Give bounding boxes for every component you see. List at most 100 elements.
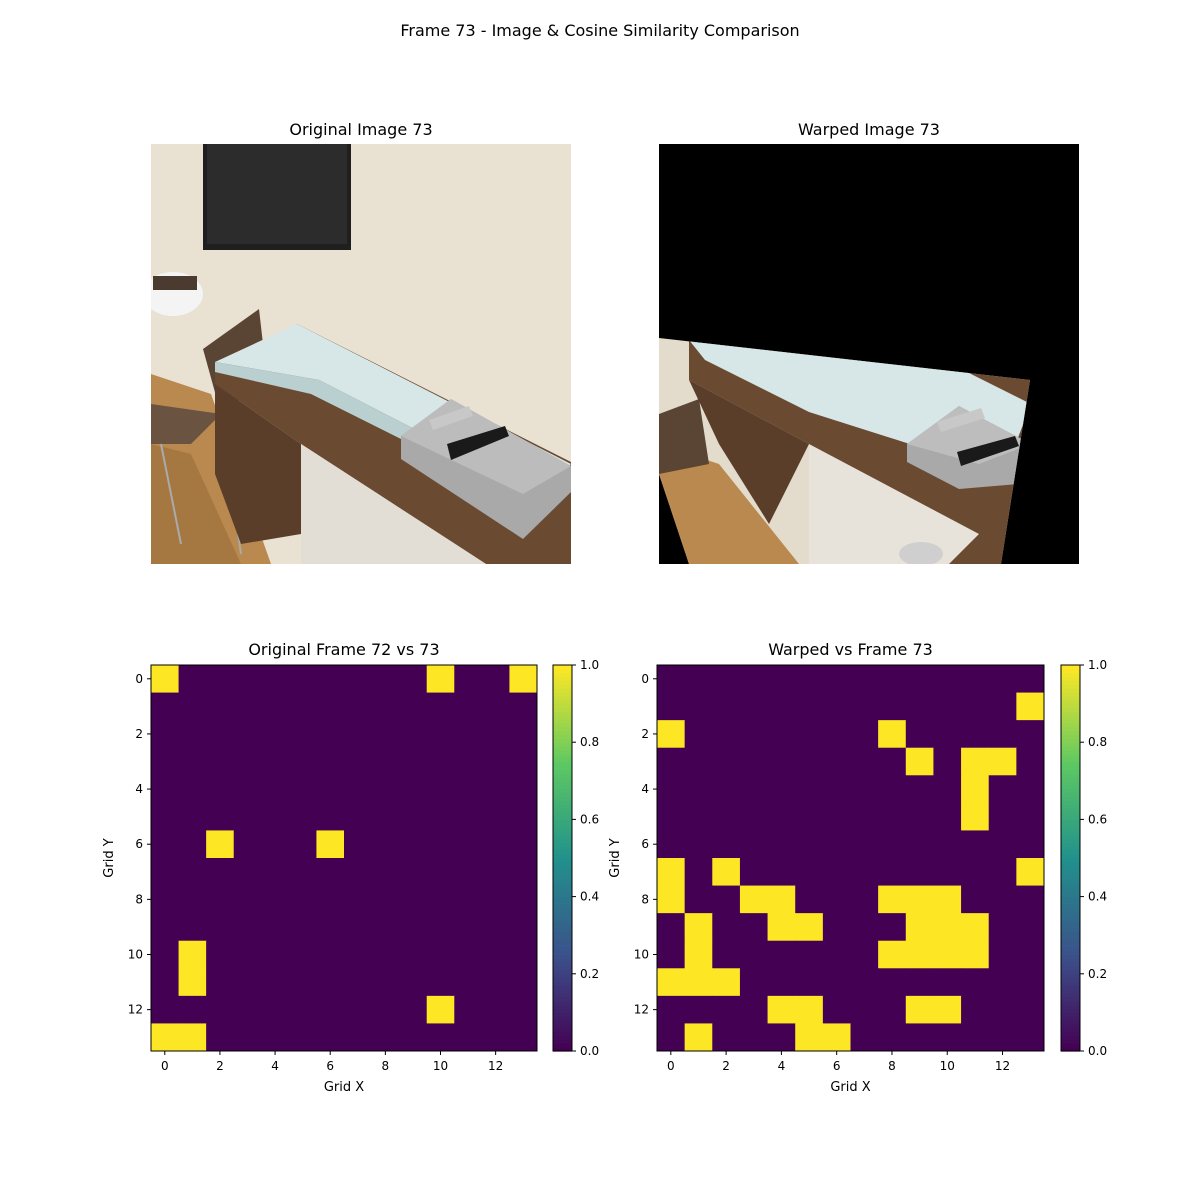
x-tick-label: 0 [161, 1059, 169, 1073]
heatmap-cell [481, 830, 510, 859]
heatmap-cell [933, 913, 962, 942]
warped-image-title: Warped Image 73 [798, 120, 940, 139]
colorbar-tick-label: 0.2 [580, 967, 599, 981]
heatmap-cell [371, 747, 400, 776]
x-tick-label: 10 [433, 1059, 448, 1073]
heatmap-cell [206, 940, 235, 969]
heatmap-cell [905, 775, 934, 804]
heatmap-cell [1016, 747, 1045, 776]
colorbar-segment [553, 780, 572, 786]
colorbar-segment [553, 834, 572, 840]
colorbar-segment [553, 881, 572, 886]
heatmap-cell [684, 940, 713, 969]
heatmap-cell [878, 1023, 907, 1052]
heatmap-cell [371, 940, 400, 969]
heatmap-cell [767, 858, 796, 887]
heatmap-cell [288, 775, 317, 804]
colorbar-segment [1061, 757, 1080, 763]
heatmap-cell [233, 1023, 262, 1052]
colorbar-segment [553, 1020, 572, 1025]
heatmap-cell [206, 692, 235, 721]
heatmap-cell [878, 995, 907, 1024]
heatmap-cell [178, 913, 207, 942]
heatmap-cell [767, 720, 796, 749]
colorbar-segment [1061, 815, 1080, 820]
colorbar-segment [1061, 688, 1080, 693]
heatmap-cell [178, 665, 207, 694]
heatmap-cell [206, 720, 235, 749]
heatmap-cell [988, 830, 1017, 859]
colorbar-segment [553, 668, 572, 674]
heatmap-cell [739, 885, 769, 914]
heatmap-cell [288, 858, 317, 887]
heatmap-cell [739, 665, 769, 694]
heatmap-cell [371, 830, 400, 859]
heatmap-cell [151, 968, 180, 997]
heatmap-cell [316, 665, 345, 694]
heatmap-cell [509, 1023, 538, 1052]
heatmap-cell [905, 720, 934, 749]
heatmap-cell [316, 858, 345, 887]
heatmap-cell [767, 913, 796, 942]
colorbar-segment [1061, 869, 1080, 875]
heatmap-cell [657, 775, 686, 804]
heatmap-cell [509, 830, 538, 859]
heatmap-cell [481, 913, 510, 942]
y-tick-label: 0 [641, 672, 649, 686]
heatmap-cell [850, 913, 879, 942]
figure-title: Frame 73 - Image & Cosine Similarity Com… [400, 21, 800, 40]
heatmap-cell [481, 720, 510, 749]
heatmap-cell [454, 802, 483, 831]
original-image-drawing [151, 144, 571, 564]
colorbar-segment [1061, 1023, 1080, 1029]
colorbar-segment [1061, 1008, 1080, 1013]
colorbar-segment [553, 989, 572, 994]
colorbar-segment [553, 827, 572, 832]
heatmap-cell [684, 995, 713, 1024]
heatmap-cell [684, 692, 713, 721]
heatmap-cell [878, 830, 907, 859]
colorbar-segment [553, 993, 572, 998]
colorbar-segment [1061, 939, 1080, 944]
heatmap-cell [426, 720, 455, 749]
heatmap-cell [795, 692, 824, 721]
heatmap-cell [795, 747, 824, 776]
colorbar-segment [1061, 695, 1080, 701]
heatmap-cell [850, 1023, 879, 1052]
heatmap-cell [509, 802, 538, 831]
heatmap-cell [344, 1023, 373, 1052]
heatmap-cell [739, 940, 769, 969]
heatmap-cell [481, 885, 510, 914]
warped-image [659, 144, 1079, 564]
colorbar-segment [1061, 827, 1080, 832]
colorbar-segment [1061, 946, 1080, 952]
heatmap-cell [509, 885, 538, 914]
colorbar-segment [553, 946, 572, 952]
heatmap-cell [233, 940, 262, 969]
heatmap-cell [509, 913, 538, 942]
heatmap-cell [657, 858, 686, 887]
heatmap-cell [961, 1023, 990, 1052]
heatmap-cell [767, 995, 796, 1024]
y-tick-label: 6 [135, 837, 143, 851]
colorbar-segment [1061, 684, 1080, 689]
heatmap-cell [988, 968, 1017, 997]
heatmap-cell [988, 885, 1017, 914]
colorbar-segment [553, 1027, 572, 1033]
colorbar-segment [553, 942, 572, 948]
heatmap-cell [454, 692, 483, 721]
heatmap-cell [657, 968, 686, 997]
heatmap-cell [481, 692, 510, 721]
heatmap-cell [795, 830, 824, 859]
heatmap-cell [684, 913, 713, 942]
heatmap-cell [933, 775, 962, 804]
heatmap-cell [1016, 692, 1045, 721]
heatmap-cell [988, 995, 1017, 1024]
colorbar-segment [1061, 966, 1080, 971]
colorbar-segment [553, 888, 572, 894]
heatmap-cell [850, 802, 879, 831]
heatmap-cell [233, 775, 262, 804]
heatmap-cell [878, 858, 907, 887]
heatmap-cell [878, 665, 907, 694]
heatmap-cell [795, 802, 824, 831]
